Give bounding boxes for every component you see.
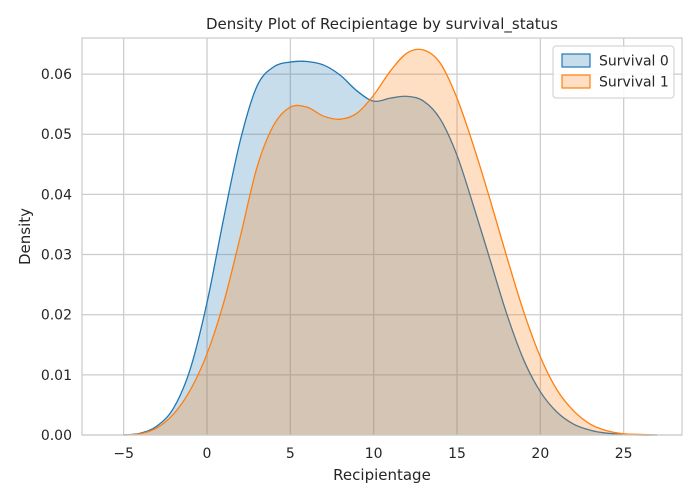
legend: Survival 0 Survival 1 [552,45,675,99]
x-tick-label: 10 [365,446,383,462]
x-tick-label: 15 [448,446,466,462]
y-tick-label: 0.01 [41,368,72,384]
y-tick-label: 0.05 [41,127,72,143]
x-tick-label: 0 [203,446,212,462]
series-1-line [123,48,658,436]
y-tick-label: 0.04 [41,187,72,203]
series-0-area [123,61,658,436]
legend-swatch-1 [561,74,591,89]
x-tick-label: 5 [286,446,295,462]
x-axis-label: Recipientage [333,466,431,484]
series-0-line [123,60,658,436]
y-tick-label: 0.02 [41,308,72,324]
series-1-area [123,49,658,435]
chart-title: Density Plot of Recipientage by survival… [206,15,558,34]
legend-label-1: Survival 1 [599,75,669,91]
legend-box [552,45,675,99]
plot-frame [81,37,683,436]
y-tick-label: 0.00 [41,428,72,444]
x-tick-label: −5 [113,446,134,462]
x-tick-label: 25 [615,446,633,462]
y-tick-label: 0.06 [41,67,72,83]
y-axis-label: Density [16,208,34,265]
plot-area [82,38,682,435]
legend-label-0: Survival 0 [599,54,669,70]
x-tick-label: 20 [531,446,549,462]
y-tick-label: 0.03 [41,248,72,264]
legend-swatch-0 [561,53,591,68]
